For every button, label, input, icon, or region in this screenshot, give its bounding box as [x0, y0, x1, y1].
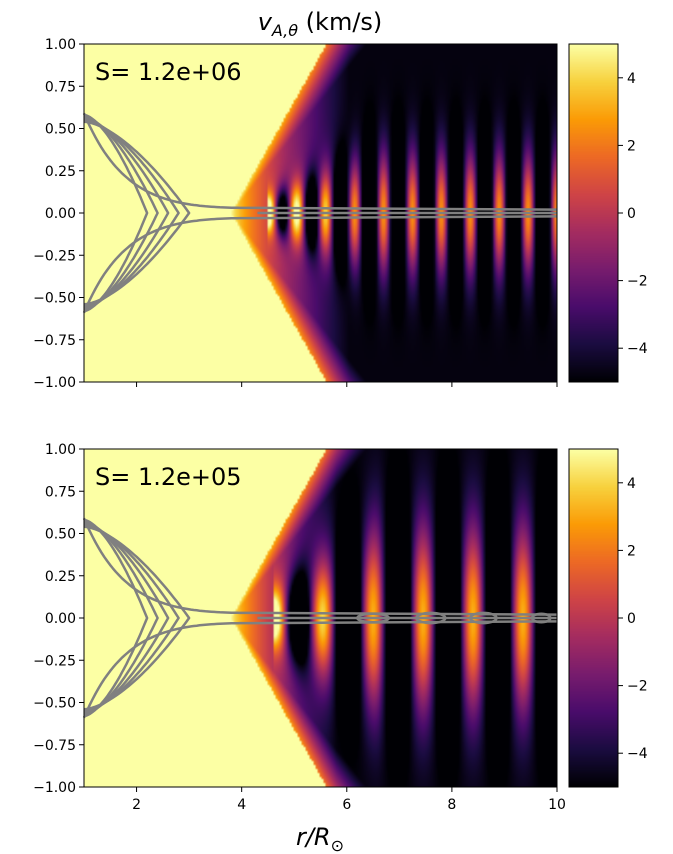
plasmoid-island — [356, 612, 391, 624]
plasmoid-island — [530, 612, 552, 624]
heatmap-panel-top: S= 1.2e+06 −1.00 −0.75 −0.50 −0.25 0.00 0.25 0… — [33, 37, 648, 391]
field-line-closed — [83, 113, 149, 313]
colorbar-ticks-bottom: −4 −2 0 2 4 — [618, 476, 648, 762]
field-line-closed — [83, 518, 149, 718]
colorbar-top — [569, 44, 618, 382]
field-line-separatrix — [82, 517, 558, 616]
y-tick-label: 0.00 — [45, 611, 76, 627]
y-tick-label: 0.50 — [45, 122, 76, 138]
colorbar-bottom — [569, 449, 618, 787]
field-line-separatrix — [82, 215, 558, 314]
y-tick-label: −0.75 — [33, 738, 76, 754]
colorbar-ticks-top: −4 −2 0 2 4 — [618, 71, 648, 357]
y-axis-bottom: −1.00 −0.75 −0.50 −0.25 0.00 0.25 0.50 0.75 1.00 — [33, 442, 84, 796]
x-tick-label: 10 — [548, 797, 566, 813]
y-tick-label: −0.50 — [33, 291, 76, 307]
plasmoid-island — [469, 611, 498, 625]
field-line-closed — [83, 115, 159, 311]
colorbar-tick-label: 0 — [627, 611, 636, 627]
x-axis-top — [136, 382, 558, 387]
y-tick-label: 0.25 — [45, 164, 76, 180]
field-line-separatrix — [82, 112, 558, 211]
y-tick-label: 0.75 — [45, 484, 76, 500]
y-tick-label: −0.25 — [33, 248, 76, 264]
y-tick-label: 1.00 — [45, 37, 76, 53]
field-line-separatrix — [82, 620, 558, 719]
colorbar-tick-label: 4 — [627, 476, 636, 492]
y-tick-label: −1.00 — [33, 780, 76, 796]
x-tick-label: 6 — [342, 797, 351, 813]
x-tick-label: 2 — [132, 797, 141, 813]
colorbar-tick-label: 4 — [627, 71, 636, 87]
y-tick-label: 1.00 — [45, 442, 76, 458]
y-tick-label: −0.25 — [33, 653, 76, 669]
field-line-closed — [83, 525, 191, 711]
colorbar-tick-label: 0 — [627, 206, 636, 222]
heatmap-panel-bottom: S= 1.2e+05 −1.00 −0.75 −0.50 −0.25 0.00 0.25 0… — [33, 442, 648, 813]
y-tick-label: −0.75 — [33, 333, 76, 349]
annotation-top: S= 1.2e+06 — [95, 58, 242, 86]
field-lines-top — [82, 112, 558, 314]
x-axis-label: r/R⊙ — [296, 823, 344, 854]
figure-title: vA,θ (km/s) — [258, 8, 383, 40]
x-tick-label: 4 — [237, 797, 246, 813]
field-line-closed — [83, 120, 191, 306]
colorbar-tick-label: −4 — [627, 341, 648, 357]
y-tick-label: −0.50 — [33, 696, 76, 712]
field-lines-bottom — [82, 517, 558, 719]
colorbar-tick-label: −4 — [627, 746, 648, 762]
y-tick-label: 0.25 — [45, 569, 76, 585]
colorbar-tick-label: −2 — [627, 274, 648, 290]
annotation-bottom: S= 1.2e+05 — [95, 463, 242, 491]
colorbar-tick-label: −2 — [627, 679, 648, 695]
y-axis-top: −1.00 −0.75 −0.50 −0.25 0.00 0.25 0.50 0.75 1.00 — [33, 37, 84, 391]
x-tick-label: 8 — [447, 797, 456, 813]
plasmoid-island — [415, 611, 447, 625]
y-tick-label: 0.75 — [45, 79, 76, 95]
colorbar-tick-label: 2 — [627, 543, 636, 559]
x-axis-bottom: 2 4 6 8 10 — [132, 787, 566, 813]
field-line-closed — [83, 520, 159, 716]
colorbar-tick-label: 2 — [627, 138, 636, 154]
y-tick-label: −1.00 — [33, 375, 76, 391]
y-tick-label: 0.50 — [45, 527, 76, 543]
y-tick-label: 0.00 — [45, 206, 76, 222]
